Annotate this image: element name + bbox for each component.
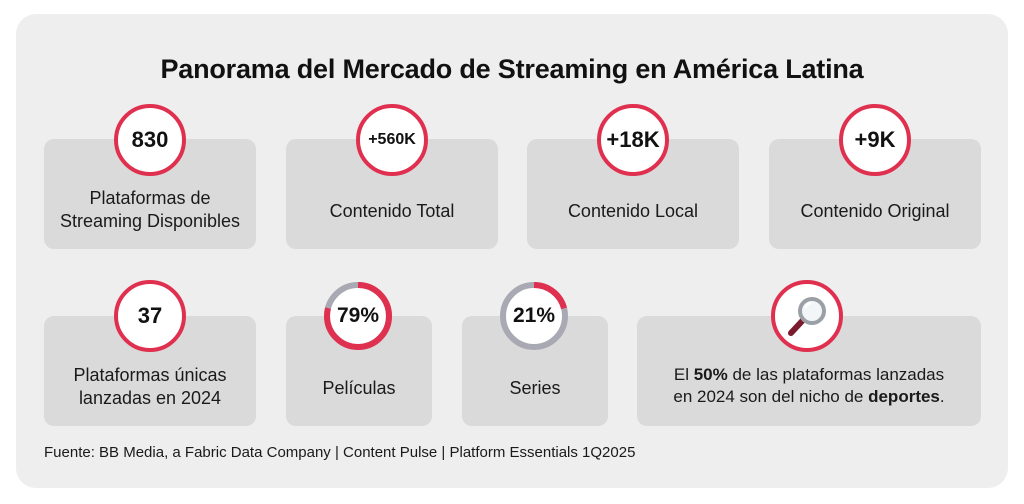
stat-value: +9K	[854, 127, 896, 152]
note-line-1: El 50% de las plataformas lanzadas	[647, 364, 971, 386]
note-text-part: .	[939, 387, 945, 406]
stat-label: Contenido Original	[800, 201, 950, 221]
page-title: Panorama del Mercado de Streaming en Amé…	[160, 54, 864, 84]
note-text-part: de las plataformas lanzadas	[727, 365, 945, 384]
stat-value: 37	[137, 303, 163, 328]
stat-value: +18K	[606, 127, 660, 152]
stat-label-line: Streaming Disponibles	[59, 211, 241, 231]
stat-label: Series	[509, 378, 561, 398]
stat-card-movies: Películas	[286, 316, 432, 426]
note-text-part: El	[673, 365, 694, 384]
stat-badge: 37	[114, 280, 186, 352]
donut-movies: 79%	[322, 280, 394, 352]
donut-background	[325, 283, 391, 349]
note-line-2: en 2024 son del nicho de deportes.	[647, 386, 971, 408]
note-highlight-percent: 50%	[693, 365, 728, 384]
stat-card-content-total: Contenido Total	[286, 139, 498, 249]
stat-label: Películas	[322, 378, 396, 398]
stat-label-line: lanzadas en 2024	[78, 388, 222, 408]
stat-label-line: Plataformas únicas	[73, 365, 227, 385]
donut-value: 79%	[336, 304, 380, 327]
stat-value: +560K	[368, 131, 416, 148]
stat-label: Plataformas únicas lanzadas en 2024	[50, 364, 250, 410]
magnifier-badge	[771, 280, 843, 352]
donut-fill	[500, 282, 568, 350]
infographic-panel: Panorama del Mercado de Streaming en Amé…	[16, 14, 1008, 488]
stat-label-line: Plataformas de	[89, 188, 211, 208]
magnifier-icon	[788, 297, 826, 336]
stat-label: Contenido Local	[567, 201, 699, 221]
donut-chart-series	[500, 282, 568, 350]
donut-background	[501, 283, 567, 349]
note-text-part: en 2024 son del nicho de	[673, 387, 869, 406]
stat-value: 830	[131, 127, 169, 152]
stat-label: Contenido Total	[329, 201, 455, 221]
stat-badge: 830	[114, 104, 186, 176]
donut-series: 21%	[498, 280, 570, 352]
stat-badge: +560K	[356, 104, 428, 176]
donut-chart-movies	[324, 282, 392, 350]
source-credit: Fuente: BB Media, a Fabric Data Company …	[44, 444, 636, 461]
donut-value: 21%	[512, 304, 556, 327]
note-highlight-sports: deportes	[868, 387, 940, 406]
stat-badge: +9K	[839, 104, 911, 176]
note-text: El 50% de las plataformas lanzadas en 20…	[647, 364, 971, 408]
stat-label: Plataformas de Streaming Disponibles	[50, 187, 250, 233]
stat-badge: +18K	[597, 104, 669, 176]
donut-fill	[324, 282, 392, 350]
